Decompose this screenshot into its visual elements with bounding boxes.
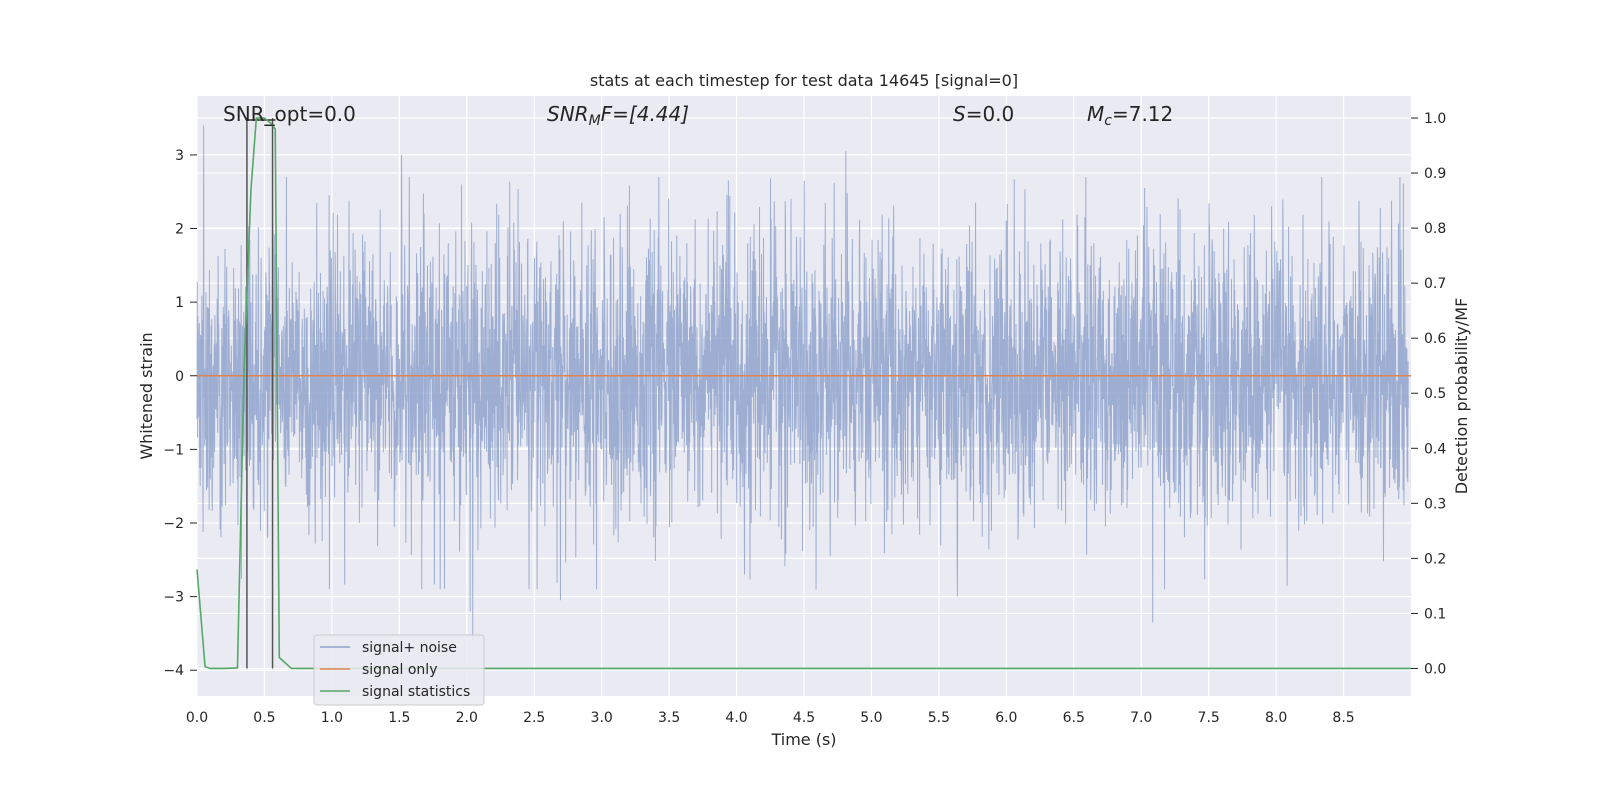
signal-statistics-series — [196, 117, 1411, 670]
x-tick-label: 3.0 — [591, 710, 613, 726]
snr-mf-rest: F=[4.44] — [601, 102, 689, 126]
mc-rest: =7.12 — [1112, 102, 1173, 126]
signal-noise-line — [196, 125, 1409, 641]
snr-mf-annotation: SNRMF=[4.44] — [547, 102, 689, 129]
signal-statistics-line — [196, 117, 1411, 670]
y2-axis-label: Detection probability/MF — [1452, 298, 1471, 495]
y-axis-label: Whitened strain — [137, 332, 156, 459]
y2-tick-label: 0.4 — [1424, 441, 1446, 457]
y2-tick-label: 0.2 — [1424, 551, 1446, 567]
y-tick-label: −2 — [163, 516, 184, 532]
y2-tick-label: 0.1 — [1424, 606, 1446, 622]
x-axis-label: Time (s) — [770, 730, 836, 749]
legend-label-signal-only: signal only — [362, 662, 437, 678]
x-tick-label: 5.5 — [928, 710, 950, 726]
signal-noise-series — [196, 125, 1409, 641]
y-tick-labels: 3 2 1 0 −1 −2 −3 −4 — [163, 148, 197, 679]
y-tick-label: 3 — [175, 148, 184, 164]
x-tick-label: 3.5 — [658, 710, 680, 726]
legend-label-noise: signal+ noise — [362, 640, 457, 656]
y2-tick-label: 0.7 — [1424, 276, 1446, 292]
x-tick-label: 5.0 — [860, 710, 882, 726]
y2-tick-label: 0.3 — [1424, 496, 1446, 512]
y-tick-label: 2 — [175, 222, 184, 238]
x-tick-label: 1.0 — [321, 710, 343, 726]
x-tick-labels: 0.0 0.5 1.0 1.5 2.0 2.5 3.0 3.5 4.0 4.5 5.0 5.5 6.0 6… — [186, 710, 1355, 726]
y-tick-label: −4 — [163, 663, 184, 679]
s-rest: =0.0 — [966, 102, 1015, 126]
mc-main: M — [1087, 102, 1104, 126]
s-main: S — [953, 102, 966, 126]
legend-box — [313, 634, 485, 706]
x-tick-label: 6.5 — [1063, 710, 1085, 726]
x-tick-label: 7.0 — [1130, 710, 1152, 726]
y2-tick-label: 1.0 — [1424, 111, 1446, 127]
x-tick-label: 2.5 — [523, 710, 545, 726]
s-annotation: S=0.0 — [953, 102, 1014, 126]
y2-tick-labels: 1.0 0.9 0.8 0.7 0.6 0.5 0.4 0.3 0.2 0.1 0.0 — [1411, 111, 1446, 677]
y2-tick-label: 0.0 — [1424, 661, 1446, 677]
mc-sub: c — [1104, 113, 1112, 129]
x-tick-label: 1.5 — [388, 710, 410, 726]
x-tick-label: 6.0 — [995, 710, 1017, 726]
x-tick-label: 7.5 — [1198, 710, 1220, 726]
snr-opt-annotation: SNR_opt=0.0 — [223, 102, 356, 126]
y2-tick-label: 0.6 — [1424, 331, 1446, 347]
x-tick-label: 0.0 — [186, 710, 208, 726]
y-tick-label: −3 — [163, 590, 184, 606]
y-tick-label: 0 — [175, 369, 184, 385]
x-tick-label: 4.5 — [793, 710, 815, 726]
y-tick-label: 1 — [175, 295, 184, 311]
x-tick-label: 4.0 — [725, 710, 747, 726]
snr-mf-sub: M — [589, 113, 601, 129]
legend: signal+ noise signal only signal statist… — [313, 634, 485, 706]
x-tick-label: 8.0 — [1265, 710, 1287, 726]
mc-annotation: Mc=7.12 — [1087, 102, 1173, 129]
x-tick-label: 8.5 — [1332, 710, 1354, 726]
y2-tick-label: 0.9 — [1424, 166, 1446, 182]
y2-tick-label: 0.5 — [1424, 386, 1446, 402]
legend-label-statistics: signal statistics — [362, 684, 470, 700]
x-tick-label: 2.0 — [456, 710, 478, 726]
y2-tick-label: 0.8 — [1424, 221, 1446, 237]
chart-title: stats at each timestep for test data 146… — [590, 71, 1018, 90]
marker-lines — [246, 118, 276, 669]
x-tick-label: 0.5 — [253, 710, 275, 726]
snr-mf-main: SNR — [547, 102, 589, 126]
y-tick-label: −1 — [163, 442, 184, 458]
